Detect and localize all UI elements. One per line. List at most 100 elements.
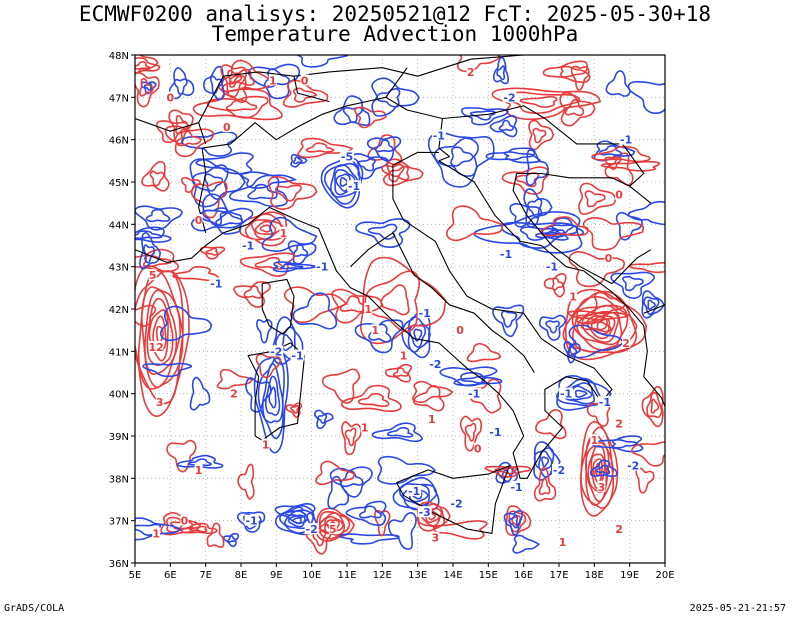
- contour-label: -1: [599, 396, 611, 409]
- contour-line: [528, 119, 555, 151]
- contour-line: [427, 132, 495, 188]
- contour-line: [473, 211, 583, 254]
- contour-label-bg: [328, 523, 337, 535]
- contour-line: [145, 208, 171, 223]
- contour-label: -1: [489, 426, 501, 439]
- contour-line: [356, 158, 376, 172]
- contour-line: [237, 463, 255, 500]
- contour-label: -1: [560, 388, 572, 401]
- contour-line: [605, 70, 631, 97]
- contour-line: [357, 392, 390, 407]
- contour-line: [571, 304, 629, 352]
- contour-line: [622, 275, 644, 292]
- contour-line: [407, 316, 431, 353]
- contour-label: -2: [306, 523, 318, 536]
- contour-label: 2: [467, 66, 475, 79]
- contour-line: [568, 344, 578, 357]
- contour-line: [580, 420, 619, 517]
- contour-line: [292, 292, 338, 330]
- contour-line: [274, 502, 316, 524]
- contour-label-bg: [360, 421, 369, 433]
- contour-line: [190, 181, 228, 219]
- contour-label-bg: [467, 387, 482, 399]
- lat-tick-label: 42N: [109, 305, 129, 316]
- contour-label: -2: [450, 498, 462, 511]
- contour-line: [290, 404, 300, 414]
- contour-line: [627, 200, 665, 226]
- contour-label: -3: [419, 506, 431, 519]
- contour-line: [140, 81, 157, 95]
- contour-line: [135, 72, 160, 108]
- lat-tick-label: 39N: [109, 432, 129, 443]
- lon-tick-label: 19E: [620, 570, 639, 581]
- contour-label: 1: [559, 536, 567, 549]
- contour-line: [220, 64, 248, 99]
- lat-tick-label: 41N: [109, 347, 129, 358]
- title-line-2: Temperature Advection 1000hPa: [211, 22, 579, 46]
- contour-line: [374, 139, 394, 153]
- contour-line: [233, 281, 271, 308]
- contour-label-bg: [502, 91, 517, 103]
- contour-line: [456, 55, 502, 73]
- contour-line: [501, 166, 550, 195]
- contour-line: [257, 357, 285, 440]
- contour-line: [251, 219, 282, 240]
- contour-label: -2: [429, 358, 441, 371]
- contour-line: [292, 87, 318, 103]
- contour-line: [420, 507, 443, 527]
- contour-label: -5: [341, 151, 353, 164]
- contour-label: 3: [156, 396, 164, 409]
- contour-line: [135, 205, 183, 231]
- contour-line: [236, 511, 266, 533]
- coastline-segment: [392, 165, 613, 479]
- contour-line: [367, 223, 398, 240]
- contour-line: [582, 217, 645, 251]
- contour-line: [164, 125, 215, 158]
- contour-line: [284, 506, 307, 518]
- contour-line: [358, 505, 382, 519]
- contour-line: [135, 248, 179, 273]
- contour-line: [459, 415, 483, 452]
- coastline-segment: [293, 76, 330, 103]
- contour-line: [591, 145, 651, 163]
- contour-line: [259, 224, 271, 233]
- contour-line: [559, 91, 596, 127]
- contour-line: [641, 290, 665, 319]
- contour-label-bg: [473, 442, 482, 454]
- contour-label: -2: [503, 91, 515, 104]
- contour-line: [433, 520, 488, 540]
- contour-line: [551, 277, 564, 291]
- contour-line: [611, 438, 638, 449]
- lat-tick-label: 38N: [109, 474, 129, 485]
- contour-line: [543, 272, 567, 298]
- contour-label-bg: [155, 396, 164, 408]
- contour-label-bg: [544, 260, 559, 272]
- contour-line: [354, 106, 387, 129]
- contour-line: [591, 435, 644, 453]
- lat-tick-label: 45N: [109, 178, 129, 189]
- contour-line: [542, 60, 591, 83]
- contour-line: [466, 342, 502, 363]
- contour-label-bg: [290, 349, 305, 361]
- lon-tick-label: 17E: [549, 570, 568, 581]
- contour-line: [339, 177, 349, 187]
- contour-label: 0: [456, 324, 464, 337]
- lat-tick-label: 46N: [109, 136, 129, 147]
- contour-label: 0: [223, 121, 231, 134]
- contour-line: [341, 421, 362, 456]
- contour-label: 0: [301, 74, 309, 87]
- contour-label: 0: [195, 214, 203, 227]
- contour-label-bg: [615, 523, 624, 535]
- contour-label-bg: [431, 531, 440, 543]
- contour-line: [156, 120, 189, 144]
- contour-label-bg: [209, 277, 224, 289]
- contour-label: 1: [262, 438, 270, 451]
- contour-line: [503, 151, 536, 161]
- contour-label: -1: [620, 134, 632, 147]
- contour-line: [292, 156, 303, 165]
- contour-label-bg: [604, 252, 613, 264]
- contour-line: [216, 368, 254, 390]
- contour-line: [142, 254, 173, 268]
- contour-line: [305, 523, 333, 555]
- contour-line: [593, 291, 627, 318]
